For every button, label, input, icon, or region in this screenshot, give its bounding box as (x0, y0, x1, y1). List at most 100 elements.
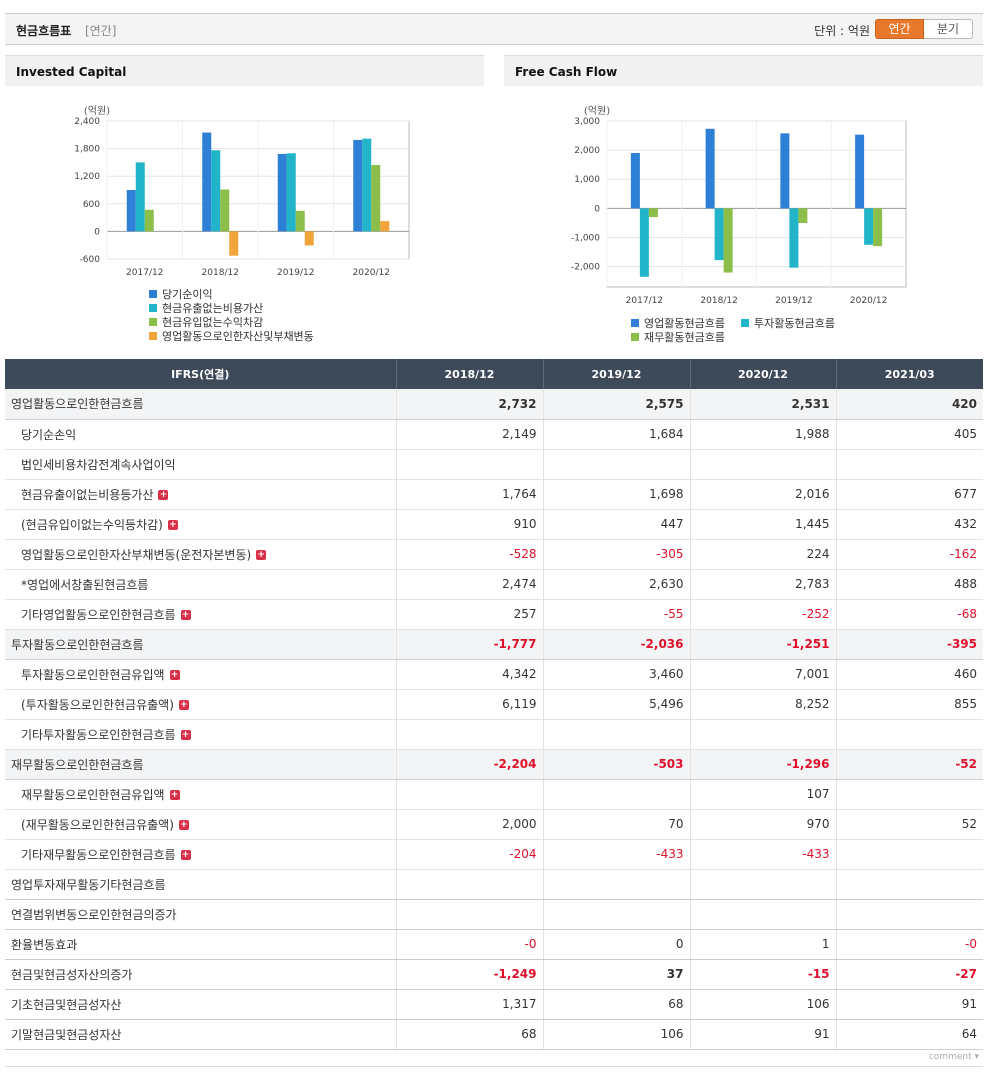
row-label: 법인세비용차감전계속사업이익 (5, 449, 396, 480)
expand-plus-icon[interactable]: + (169, 790, 180, 800)
row-value: 5,496 (542, 689, 690, 720)
row-label-text: 기초현금및현금성자산 (11, 997, 122, 1012)
row-label-text: (재무활동으로인한현금유출액) (21, 817, 174, 832)
expand-plus-icon[interactable]: + (167, 520, 178, 530)
header-2020: 2020/12 (689, 359, 836, 389)
row-value: -503 (542, 749, 690, 780)
free-cash-flow-panel: Free Cash Flow (억원) 3,000 2,000 1,000 0 -1,00… (504, 55, 983, 357)
row-value: 70 (542, 809, 690, 840)
y-axis-title: (억원) (584, 105, 610, 117)
row-label[interactable]: 기타투자활동으로인한현금흐름 + (5, 719, 396, 750)
row-value: -2,036 (542, 629, 690, 660)
table-row: 영업투자재무활동기타현금흐름 (5, 869, 983, 900)
expand-plus-icon[interactable]: + (178, 700, 189, 710)
expand-plus-icon[interactable]: + (169, 670, 180, 680)
bar (229, 231, 239, 256)
row-value (542, 899, 690, 930)
bar (353, 139, 363, 232)
bar (126, 190, 136, 232)
bar (211, 150, 221, 232)
row-value: 488 (835, 569, 983, 600)
row-label[interactable]: 기타재무활동으로인한현금흐름 + (5, 839, 396, 870)
row-value (835, 719, 983, 750)
x-tick-label: 2018/12 (700, 296, 737, 306)
row-value: 1,764 (395, 479, 543, 510)
legend-swatch (631, 319, 639, 327)
row-value: 91 (689, 1019, 836, 1050)
period-label: [연간] (85, 24, 117, 38)
row-label[interactable]: (재무활동으로인한현금유출액) + (5, 809, 396, 840)
bar (220, 189, 230, 232)
row-label-text: 투자활동으로인한현금유입액 (21, 667, 165, 682)
row-value (395, 899, 543, 930)
expand-plus-icon[interactable]: + (180, 850, 191, 860)
row-value: 107 (689, 779, 836, 810)
expand-plus-icon[interactable]: + (178, 820, 189, 830)
cashflow-header: 현금흐름표 [연간] 단위 : 억원 연간 분기 (5, 13, 983, 45)
row-value: 405 (835, 419, 983, 450)
expand-plus-icon[interactable]: + (180, 730, 191, 740)
row-label[interactable]: (투자활동으로인한현금유출액) + (5, 689, 396, 720)
bar (873, 208, 883, 247)
row-value: 257 (395, 599, 543, 630)
row-value (689, 449, 836, 480)
bar (304, 231, 314, 246)
row-label[interactable]: 재무활동으로인한현금유입액 + (5, 779, 396, 810)
x-tick-label: 2017/12 (126, 268, 163, 278)
row-value: -252 (689, 599, 836, 630)
row-label[interactable]: 투자활동으로인한현금유입액 + (5, 659, 396, 690)
row-label-text: 재무활동으로인한현금유입액 (21, 787, 165, 802)
row-value (835, 869, 983, 900)
row-value: -1,249 (395, 959, 543, 990)
legend-label: 당기순이익 (162, 288, 213, 301)
table-row: (재무활동으로인한현금유출액) +2,000 70 970 52 (5, 809, 983, 840)
row-label[interactable]: 기타영업활동으로인한현금흐름 + (5, 599, 396, 630)
y-axis-title: (억원) (84, 105, 110, 117)
table-row: 재무활동으로인한현금유입액 +107 (5, 779, 983, 810)
row-value (542, 449, 690, 480)
row-label-text: (투자활동으로인한현금유출액) (21, 697, 174, 712)
expand-plus-icon[interactable]: + (256, 550, 267, 560)
row-value: -1,777 (395, 629, 543, 660)
row-label[interactable]: 영업활동으로인한자산부채변동(운전자본변동) + (5, 539, 396, 570)
table-row: 당기순손익 2,149 1,684 1,988 405 (5, 419, 983, 450)
x-tick-label: 2019/12 (277, 268, 314, 278)
y-tick-label: -2,000 (571, 263, 600, 273)
bar (705, 128, 715, 209)
expand-plus-icon[interactable]: + (180, 610, 191, 620)
row-label: 기말현금및현금성자산 (5, 1019, 396, 1050)
row-label-text: 투자활동으로인한현금흐름 (11, 637, 144, 652)
row-value (689, 899, 836, 930)
bar (202, 132, 212, 232)
row-value: -433 (542, 839, 690, 870)
quarter-tab[interactable]: 분기 (924, 19, 973, 39)
row-value (395, 449, 543, 480)
section-title: 현금흐름표 (16, 24, 72, 38)
x-tick-label: 2018/12 (202, 268, 239, 278)
row-label-text: (현금유입이없는수익등차감) (21, 517, 163, 532)
row-value: 68 (395, 1019, 543, 1050)
row-label-text: 영업활동으로인한자산부채변동(운전자본변동) (21, 547, 252, 562)
y-tick-label: 1,200 (74, 172, 100, 182)
y-tick-label: 3,000 (574, 117, 600, 127)
annual-tab[interactable]: 연간 (875, 19, 924, 39)
bar (295, 210, 305, 232)
expand-plus-icon[interactable]: + (158, 490, 169, 500)
row-label: 당기순손익 (5, 419, 396, 450)
table-row: (현금유입이없는수익등차감) +910 447 1,445 432 (5, 509, 983, 540)
row-label: 영업투자재무활동기타현금흐름 (5, 869, 396, 900)
table-row: 기타투자활동으로인한현금흐름 + (5, 719, 983, 750)
row-value: 460 (835, 659, 983, 690)
comment-toggle[interactable]: comment ▾ (928, 1052, 979, 1062)
row-value: 1 (689, 929, 836, 960)
bar (277, 153, 287, 232)
row-value (395, 719, 543, 750)
row-label[interactable]: 현금유출이없는비용등가산 + (5, 479, 396, 510)
bar (855, 134, 865, 209)
row-value: 2,016 (689, 479, 836, 510)
row-value: -68 (835, 599, 983, 630)
y-tick-label: 1,800 (74, 145, 100, 155)
table-row: 영업활동으로인한자산부채변동(운전자본변동) + -528 -305 224 -162 (5, 539, 983, 570)
row-label-text: 당기순손익 (21, 427, 77, 442)
row-label[interactable]: (현금유입이없는수익등차감) + (5, 509, 396, 540)
